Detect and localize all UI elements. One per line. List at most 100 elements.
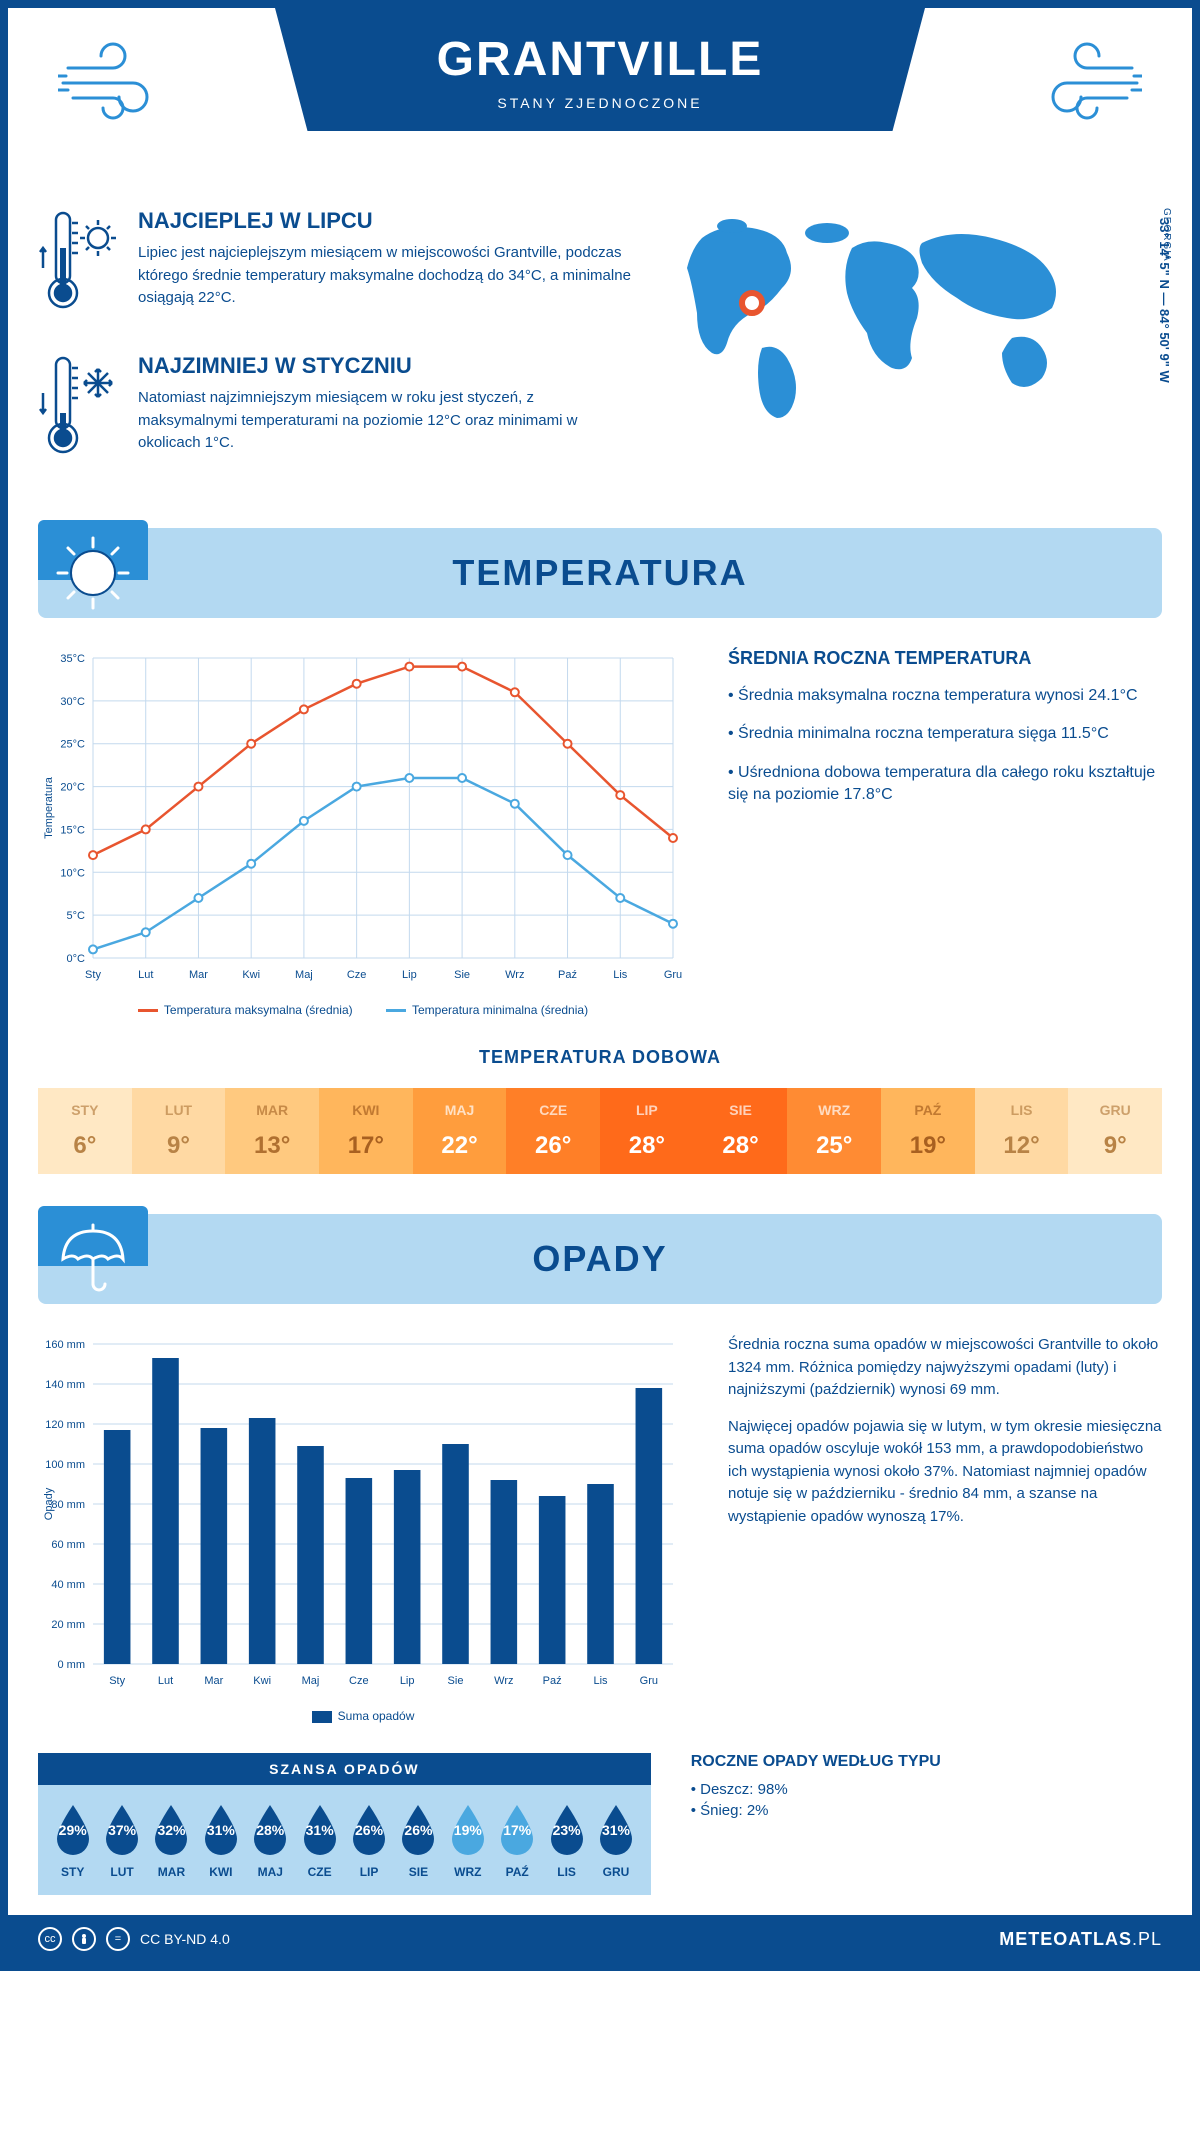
svg-text:Wrz: Wrz: [505, 969, 524, 981]
chance-month-label: WRZ: [444, 1865, 492, 1879]
temperature-chart: 0°C5°C10°C15°C20°C25°C30°C35°CStyLutMarK…: [38, 648, 688, 1017]
coordinates: 33° 14' 5" N — 84° 50' 9" W: [1157, 218, 1172, 383]
coldest-text: NAJZIMNIEJ W STYCZNIU Natomiast najzimni…: [138, 353, 632, 468]
svg-text:Opady: Opady: [43, 1487, 55, 1520]
svg-text:80 mm: 80 mm: [51, 1499, 85, 1511]
raindrop-icon: 31%: [592, 1801, 640, 1859]
chance-value: 26%: [404, 1822, 432, 1838]
chance-value: 29%: [59, 1822, 87, 1838]
map-column: GEORGIA 33° 14' 5" N — 84° 50' 9" W: [662, 208, 1162, 498]
svg-text:Lut: Lut: [158, 1675, 173, 1687]
chance-value: 32%: [157, 1822, 185, 1838]
chance-value: 28%: [256, 1822, 284, 1838]
chance-item: 26% LIP: [345, 1801, 393, 1879]
chance-item: 31% CZE: [296, 1801, 344, 1879]
chance-value: 19%: [454, 1822, 482, 1838]
svg-text:Paź: Paź: [543, 1675, 562, 1687]
temp-info-item: • Średnia minimalna roczna temperatura s…: [728, 723, 1162, 745]
svg-text:Mar: Mar: [204, 1675, 223, 1687]
warmest-desc: Lipiec jest najcieplejszym miesiącem w m…: [138, 242, 632, 310]
svg-text:20 mm: 20 mm: [51, 1619, 85, 1631]
site-name-bold: METEOATLAS: [999, 1929, 1132, 1949]
chance-body: 29% STY 37% LUT 32% MAR 31% KWI: [38, 1785, 651, 1895]
svg-text:160 mm: 160 mm: [45, 1339, 85, 1351]
daily-temp-value: 12°: [975, 1132, 1069, 1160]
chance-month-label: KWI: [197, 1865, 245, 1879]
chance-month-label: CZE: [296, 1865, 344, 1879]
daily-temp-value: 6°: [38, 1132, 132, 1160]
header-banner: GRANTVILLE STANY ZJEDNOCZONE: [275, 8, 925, 131]
legend-max-label: Temperatura maksymalna (średnia): [164, 1003, 353, 1017]
temperature-area: 0°C5°C10°C15°C20°C25°C30°C35°CStyLutMarK…: [38, 648, 1162, 1017]
svg-text:Mar: Mar: [189, 969, 208, 981]
svg-text:35°C: 35°C: [60, 653, 85, 665]
chance-item: 26% SIE: [394, 1801, 442, 1879]
page-container: GRANTVILLE STANY ZJEDNOCZONE: [0, 0, 1200, 1971]
daily-temp-cell: MAJ 22°: [413, 1088, 507, 1174]
svg-text:Lip: Lip: [400, 1675, 415, 1687]
coldest-block: NAJZIMNIEJ W STYCZNIU Natomiast najzimni…: [38, 353, 632, 468]
temperature-info: ŚREDNIA ROCZNA TEMPERATURA • Średnia mak…: [728, 648, 1162, 1017]
wind-icon: [1022, 38, 1142, 133]
precipitation-title: OPADY: [532, 1238, 667, 1280]
svg-text:Sie: Sie: [454, 969, 470, 981]
daily-month-label: GRU: [1068, 1102, 1162, 1118]
svg-text:30°C: 30°C: [60, 696, 85, 708]
svg-text:10°C: 10°C: [60, 867, 85, 879]
daily-temp-title: TEMPERATURA DOBOWA: [38, 1047, 1162, 1068]
umbrella-icon: [53, 1219, 133, 1304]
daily-month-label: SIE: [694, 1102, 788, 1118]
precip-type-title: ROCZNE OPADY WEDŁUG TYPU: [691, 1753, 1162, 1771]
temperature-title: TEMPERATURA: [452, 552, 747, 594]
svg-text:15°C: 15°C: [60, 824, 85, 836]
svg-text:0 mm: 0 mm: [58, 1659, 86, 1671]
legend-precip-label: Suma opadów: [338, 1709, 415, 1723]
daily-month-label: LIS: [975, 1102, 1069, 1118]
chance-value: 31%: [207, 1822, 235, 1838]
wind-icon: [58, 38, 178, 133]
temp-info-item: • Uśredniona dobowa temperatura dla całe…: [728, 762, 1162, 807]
chance-item: 28% MAJ: [246, 1801, 294, 1879]
chance-item: 32% MAR: [147, 1801, 195, 1879]
chance-value: 17%: [503, 1822, 531, 1838]
raindrop-icon: 19%: [444, 1801, 492, 1859]
svg-text:Sty: Sty: [109, 1675, 125, 1687]
chance-item: 31% KWI: [197, 1801, 245, 1879]
thermometer-cold-icon: [38, 353, 118, 468]
coldest-title: NAJZIMNIEJ W STYCZNIU: [138, 353, 632, 379]
daily-month-label: KWI: [319, 1102, 413, 1118]
daily-temp-value: 26°: [506, 1132, 600, 1160]
daily-temp-cell: CZE 26°: [506, 1088, 600, 1174]
chance-month-label: GRU: [592, 1865, 640, 1879]
daily-temp-value: 9°: [132, 1132, 226, 1160]
daily-temp-value: 22°: [413, 1132, 507, 1160]
precipitation-section-header: OPADY: [38, 1214, 1162, 1304]
precip-info-p2: Najwięcej opadów pojawia się w lutym, w …: [728, 1416, 1162, 1529]
daily-temp-table: STY6°LUT9°MAR13°KWI17°MAJ22°CZE26°LIP28°…: [38, 1088, 1162, 1174]
svg-text:20°C: 20°C: [60, 782, 85, 794]
daily-temp-cell: SIE28°: [694, 1088, 788, 1174]
sun-icon: [53, 533, 133, 618]
svg-text:120 mm: 120 mm: [45, 1419, 85, 1431]
chance-month-label: MAJ: [246, 1865, 294, 1879]
chance-item: 19% WRZ: [444, 1801, 492, 1879]
site-suffix: .PL: [1132, 1929, 1162, 1949]
temperature-section-header: TEMPERATURA: [38, 528, 1162, 618]
svg-text:Lip: Lip: [402, 969, 417, 981]
chance-title: SZANSA OPADÓW: [38, 1753, 651, 1785]
daily-temp-value: 9°: [1068, 1132, 1162, 1160]
precip-type-panel: ROCZNE OPADY WEDŁUG TYPU • Deszcz: 98%• …: [691, 1753, 1162, 1823]
chance-item: 31% GRU: [592, 1801, 640, 1879]
precipitation-area: 0 mm20 mm40 mm60 mm80 mm100 mm120 mm140 …: [38, 1334, 1162, 1723]
daily-temp-cell: PAŹ19°: [881, 1088, 975, 1174]
daily-month-label: MAJ: [413, 1102, 507, 1118]
svg-text:Maj: Maj: [302, 1675, 320, 1687]
temp-info-title: ŚREDNIA ROCZNA TEMPERATURA: [728, 648, 1162, 669]
daily-month-label: LUT: [132, 1102, 226, 1118]
daily-month-label: CZE: [506, 1102, 600, 1118]
precipitation-bottom-row: SZANSA OPADÓW 29% STY 37% LUT 32% MAR: [38, 1753, 1162, 1895]
daily-month-label: WRZ: [787, 1102, 881, 1118]
chance-month-label: LUT: [98, 1865, 146, 1879]
raindrop-icon: 32%: [147, 1801, 195, 1859]
temp-info-item: • Średnia maksymalna roczna temperatura …: [728, 685, 1162, 707]
